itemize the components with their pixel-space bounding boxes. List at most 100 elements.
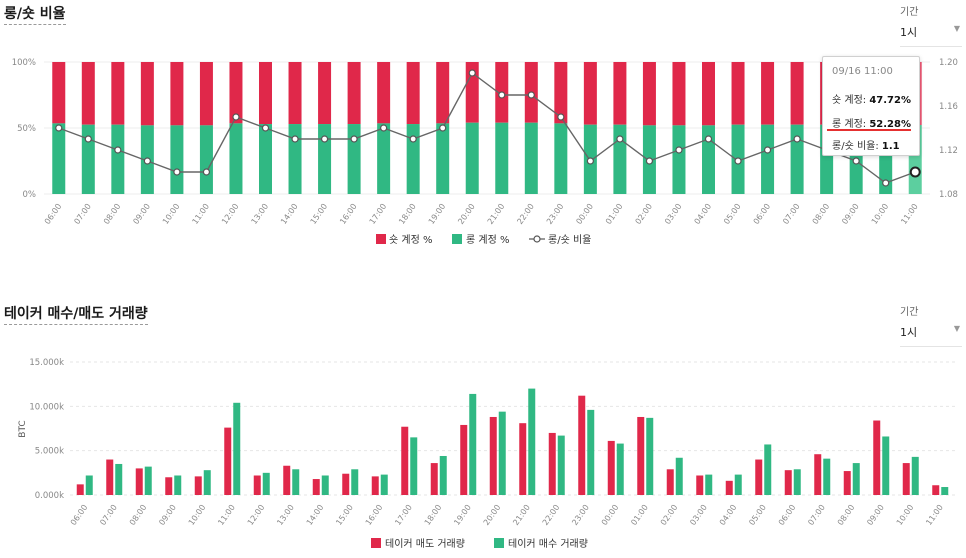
bar-taker-sell [165,477,173,495]
x-tick-label: 09:00 [131,202,152,226]
x-tick-label: 07:00 [806,503,827,527]
bar-long [288,124,302,194]
bar-taker-buy [262,472,270,495]
x-tick-label: 09:00 [865,503,886,527]
bar-short [229,62,243,124]
bar-taker-buy [115,463,123,495]
bar-long [790,124,804,194]
ratio-point [380,124,388,132]
legend-swatch-short [376,234,386,244]
tooltip-ratio-label: 롱/숏 비율: [832,141,882,152]
bar-taker-buy [469,393,477,495]
bar-long [199,125,213,194]
x-tick-label: 23:00 [570,503,591,527]
bar-long [761,124,775,194]
x-tick-label: 10:00 [895,503,916,527]
bar-taker-sell [106,459,114,495]
taker-volume-title: 테이커 매수/매도 거래량 [4,303,148,325]
period-value: 1시 [900,326,918,339]
x-tick-label: 20:00 [456,202,477,226]
bar-short [140,62,154,126]
bar-taker-buy [439,455,447,495]
bar-taker-buy [705,474,713,495]
bar-taker-buy [734,474,742,495]
bar-taker-sell [430,463,438,495]
bar-short [672,62,686,126]
legend-label-long: 롱 계정 % [466,234,509,246]
bar-taker-buy [911,456,919,495]
period-dropdown[interactable]: 1시 ▼ [900,24,962,47]
y2-tick-label: 1.16 [939,102,958,112]
ratio-point [852,157,860,165]
x-tick-label: 08:00 [102,202,123,226]
ratio-point [261,124,270,132]
bar-long [495,122,509,194]
x-tick-label: 11:00 [190,202,211,226]
legend-label-short: 숏 계정 % [389,234,432,246]
x-tick-label: 04:00 [718,503,739,527]
ratio-line [58,71,916,184]
y-tick-label: 5.000k [35,447,64,457]
ratio-point [173,168,181,176]
bar-taker-buy [410,437,418,495]
bar-taker-sell [224,427,232,495]
bar-short [377,62,391,124]
x-tick-label: 07:00 [781,202,802,226]
bar-long [170,125,184,194]
x-tick-label: 06:00 [43,202,64,226]
ratio-point [350,135,358,143]
bar-long [702,125,715,194]
tooltip-long-label: 롱 계정: [832,119,870,130]
y2-tick-label: 1.12 [939,146,958,156]
bar-taker-buy [380,474,388,495]
chevron-down-icon: ▼ [953,24,960,33]
bar-taker-sell [135,468,143,495]
ratio-point [409,135,417,143]
x-tick-label: 06:00 [69,503,90,527]
bar-taker-sell [548,432,556,495]
legend-marker-ratio [533,235,541,243]
x-tick-label: 03:00 [663,202,684,226]
bar-taker-buy [675,457,683,495]
chart-tooltip: 09/16 11:00 숏 계정: 47.72% 롱 계정: 52.28% 롱/… [822,56,920,156]
bar-taker-sell [578,395,586,495]
period-dropdown[interactable]: 1시 ▼ [900,324,962,347]
bar-taker-sell [401,426,409,495]
y-tick-label: 100% [12,58,36,68]
bar-long [524,122,538,194]
x-tick-label: 10:00 [870,202,891,226]
bar-short [554,62,568,124]
x-tick-label: 16:00 [338,202,359,226]
legend-swatch-sell [371,538,381,548]
y2-tick-label: 1.20 [939,58,958,68]
ratio-point [882,179,890,187]
x-tick-label: 07:00 [72,202,93,226]
ratio-point [734,157,742,165]
x-tick-label: 05:00 [747,503,768,527]
bar-short [613,62,627,125]
bar-taker-sell [460,424,468,495]
bar-taker-sell [696,475,704,495]
x-tick-label: 15:00 [309,202,330,226]
bar-taker-sell [814,454,822,495]
bar-taker-buy [882,436,890,495]
tooltip-short-row: 숏 계정: 47.72% [832,91,911,106]
long-short-period-select[interactable]: 기간 1시 ▼ [900,3,962,47]
bar-taker-buy [587,409,595,495]
chevron-down-icon: ▼ [953,324,960,333]
bar-short [465,62,479,123]
taker-period-select[interactable]: 기간 1시 ▼ [900,303,962,347]
bar-long [318,124,332,194]
ratio-point [143,157,151,165]
x-tick-label: 08:00 [811,202,832,226]
bar-taker-buy [646,417,654,495]
x-tick-label: 18:00 [397,202,418,226]
bar-taker-sell [283,465,291,495]
tooltip-short-label: 숏 계정: [832,95,870,106]
x-tick-label: 11:00 [924,503,945,527]
bar-long [259,124,272,194]
bar-taker-buy [144,466,152,495]
ratio-point [557,113,565,121]
ratio-point [468,69,476,77]
ratio-point [527,91,535,99]
